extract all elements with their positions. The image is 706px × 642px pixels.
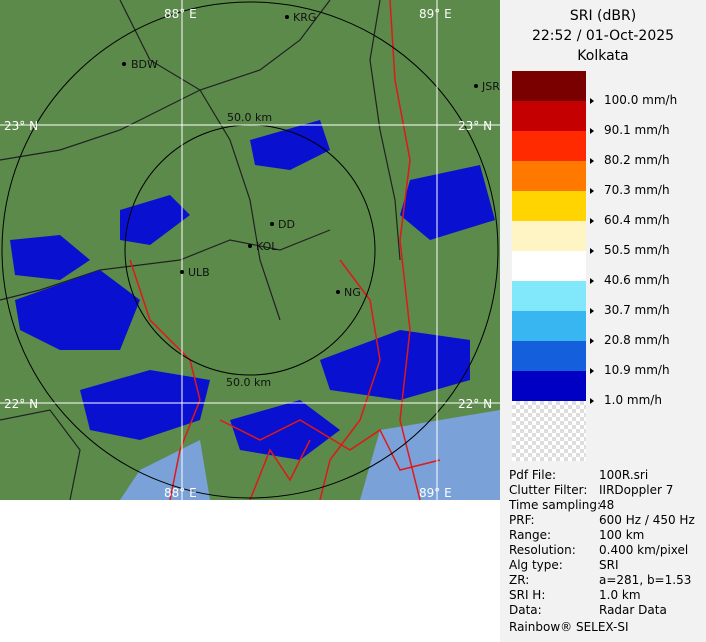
info-value: 100R.sri <box>599 468 649 482</box>
lat-label: 22° N <box>458 397 492 411</box>
echoes <box>10 120 495 460</box>
legend-label: 30.7 mm/h <box>604 303 670 317</box>
info-row: SRI H: 1.0 km <box>509 588 641 602</box>
legend-swatch <box>512 161 586 191</box>
info-key: PRF: <box>509 513 535 527</box>
info-value: SRI <box>599 558 619 572</box>
info-row: Alg type: SRI <box>509 558 619 572</box>
side-panel: SRI (dBR) 22:52 / 01-Oct-2025 Kolkata 10… <box>500 0 706 642</box>
info-value: 600 Hz / 450 Hz <box>599 513 695 527</box>
legend-swatch <box>512 371 586 401</box>
borders <box>0 0 401 500</box>
city-label: JSR <box>481 80 500 93</box>
legend-label: 1.0 mm/h <box>604 393 662 407</box>
info-row: Pdf File: 100R.sri <box>509 468 648 482</box>
legend-tick <box>590 398 594 404</box>
legend-label: 80.2 mm/h <box>604 153 670 167</box>
lon-label: 88° E <box>164 486 197 500</box>
timestamp: 22:52 / 01-Oct-2025 <box>531 28 675 44</box>
legend-swatch <box>512 101 586 131</box>
info-value: 100 km <box>599 528 645 542</box>
info-value: 48 <box>599 498 615 512</box>
info-value: a=281, b=1.53 <box>599 573 692 587</box>
legend-nodata <box>512 401 586 461</box>
city-label: BDW <box>131 58 158 71</box>
legend-label: 10.9 mm/h <box>604 363 670 377</box>
legend-label: 60.4 mm/h <box>604 213 670 227</box>
info-value: IIRDoppler 7 <box>599 483 674 497</box>
lat-label: 23° N <box>458 119 492 133</box>
legend-label: 20.8 mm/h <box>604 333 670 347</box>
city-label: KOL <box>256 240 278 253</box>
legend-tick <box>590 308 594 314</box>
legend-tick <box>590 188 594 194</box>
footer: Rainbow® SELEX-SI <box>509 620 629 634</box>
legend-swatch <box>512 71 586 101</box>
site: Kolkata <box>577 48 629 64</box>
info-value: Radar Data <box>599 603 667 617</box>
info-row: ZR: a=281, b=1.53 <box>509 573 691 587</box>
info-key: Alg type: <box>509 558 563 572</box>
lon-label: 89° E <box>419 486 452 500</box>
info-value: 0.400 km/pixel <box>599 543 689 557</box>
radar-map: 88° E 89° E 88° E 89° E 23° N 23° N 22° … <box>0 0 500 500</box>
legend-swatch <box>512 221 586 251</box>
info-key: Time sampling: <box>509 498 602 512</box>
lon-label: 89° E <box>419 7 452 21</box>
city-label: KRG <box>293 11 316 24</box>
cities: KRG BDW JSR DD KOL ULB NG <box>122 11 500 299</box>
info-key: Data: <box>509 603 542 617</box>
legend-swatch <box>512 341 586 371</box>
legend-swatch <box>512 131 586 161</box>
legend-tick <box>590 338 594 344</box>
legend-tick <box>590 278 594 284</box>
info-key: Clutter Filter: <box>509 483 588 497</box>
info-row: Range: 100 km <box>509 528 644 542</box>
info-value: 1.0 km <box>599 588 641 602</box>
legend-label: 50.5 mm/h <box>604 243 670 257</box>
sea <box>120 410 500 500</box>
city-label: NG <box>344 286 361 299</box>
city-label: DD <box>278 218 295 231</box>
info-key: Resolution: <box>509 543 576 557</box>
legend-tick <box>590 158 594 164</box>
info-row: PRF: 600 Hz / 450 Hz <box>509 513 695 527</box>
info-row: Clutter Filter: IIRDoppler 7 <box>509 483 673 497</box>
info-key: Pdf File: <box>509 468 557 482</box>
title: SRI (dBR) <box>569 8 637 24</box>
legend-swatch <box>512 281 586 311</box>
rivers <box>129 0 441 500</box>
info-key: Range: <box>509 528 552 542</box>
info-row: Data: Radar Data <box>509 603 667 617</box>
legend-swatch <box>512 251 586 281</box>
lat-label: 22° N <box>4 397 38 411</box>
legend-tick <box>590 98 594 104</box>
lon-label: 88° E <box>164 7 197 21</box>
legend-label: 100.0 mm/h <box>604 93 678 107</box>
legend-swatch <box>512 311 586 341</box>
info-key: ZR: <box>509 573 530 587</box>
legend-tick <box>590 368 594 374</box>
info-key: SRI H: <box>509 588 546 602</box>
legend-label: 40.6 mm/h <box>604 273 670 287</box>
legend-label: 90.1 mm/h <box>604 123 670 137</box>
lat-label: 23° N <box>4 119 38 133</box>
range-label: 50.0 km <box>227 111 272 124</box>
legend-swatch <box>512 191 586 221</box>
city-label: ULB <box>188 266 210 279</box>
range-label: 50.0 km <box>226 376 271 389</box>
graticule <box>0 0 500 500</box>
info-row: Time sampling: 48 <box>509 498 614 512</box>
legend-label: 70.3 mm/h <box>604 183 670 197</box>
legend-tick <box>590 218 594 224</box>
legend-tick <box>590 128 594 134</box>
info-row: Resolution: 0.400 km/pixel <box>509 543 688 557</box>
legend-tick <box>590 248 594 254</box>
